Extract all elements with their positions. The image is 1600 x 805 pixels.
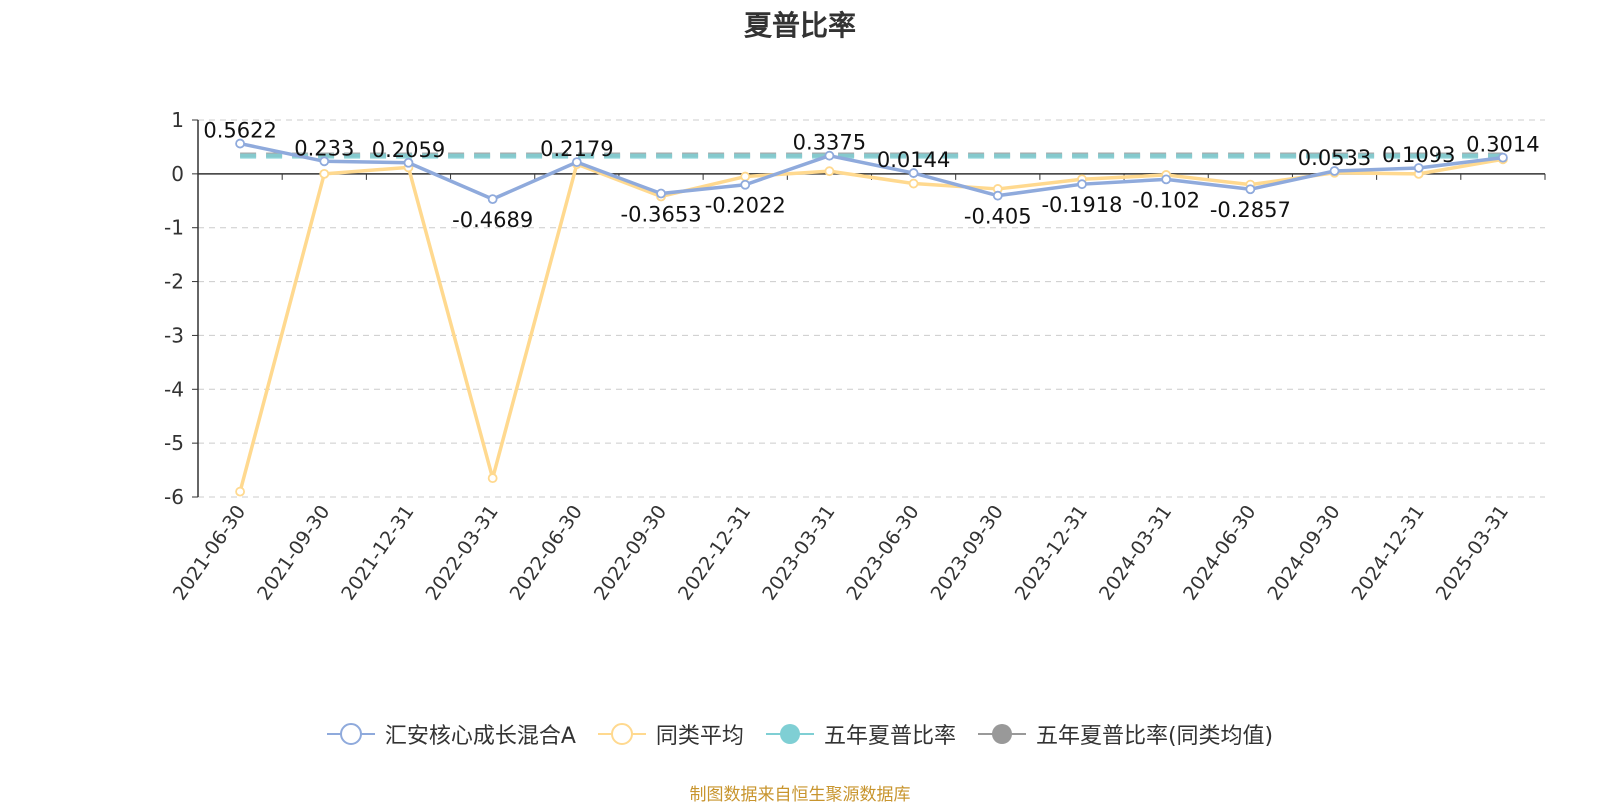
data-label: 0.2179 (540, 137, 613, 161)
legend-item-2[interactable]: 五年夏普比率 (765, 718, 956, 750)
data-label: -0.3653 (621, 203, 702, 227)
x-tick-label: 2023-09-30 (927, 501, 1008, 604)
legend-item-0[interactable]: 汇安核心成长混合A (326, 718, 576, 750)
data-label: 0.2059 (372, 138, 445, 162)
series-point-0 (319, 156, 330, 167)
x-tick-label: 2023-03-31 (758, 501, 839, 604)
x-tick-label: 2022-12-31 (674, 501, 755, 604)
series-line-1 (238, 157, 1504, 493)
legend-swatch-icon (326, 723, 375, 745)
series-point-0 (235, 138, 245, 149)
data-label: -0.1918 (1041, 193, 1122, 217)
series-point-0 (571, 157, 582, 168)
series-point-0 (1077, 179, 1087, 190)
x-tick-label: 2023-06-30 (842, 501, 923, 604)
y-tick-label: -6 (164, 485, 184, 509)
legend-label: 五年夏普比率 (823, 724, 956, 749)
series-point-0 (1161, 174, 1172, 185)
series-point-0 (740, 179, 751, 190)
y-tick-label: -1 (164, 216, 184, 240)
legend-swatch-icon (597, 723, 646, 745)
legend-item-1[interactable]: 同类平均 (597, 718, 744, 750)
data-label: 0.5622 (203, 119, 276, 143)
x-tick-label: 2021-06-30 (169, 501, 250, 604)
series-point-0 (1413, 163, 1424, 173)
x-tick-label: 2024-09-30 (1263, 501, 1344, 604)
x-tick-label: 2021-09-30 (253, 501, 334, 604)
series-point-0 (1498, 152, 1508, 163)
chart-title: 夏普比率 (743, 9, 856, 42)
x-tick-label: 2025-03-31 (1432, 501, 1513, 604)
data-label: 0.233 (294, 136, 354, 160)
data-label: -0.4689 (452, 208, 533, 232)
series-point-0 (487, 194, 498, 205)
legend: 汇安核心成长混合A 同类平均 五年夏普比率 五年夏普比率(同类均值) (0, 718, 1600, 750)
legend-label: 五年夏普比率(同类均值) (1035, 724, 1274, 749)
series-point-0 (1329, 166, 1340, 176)
x-tick-label: 2023-12-31 (1011, 501, 1092, 604)
series-point-1 (824, 166, 835, 177)
x-tick-label: 2024-03-31 (1095, 501, 1176, 604)
y-tick-label: -5 (164, 431, 184, 455)
data-label: 0.0144 (877, 148, 950, 172)
data-label: -0.102 (1132, 188, 1200, 212)
series-point-0 (992, 190, 1003, 201)
data-label: 0.0533 (1298, 146, 1371, 170)
data-label: -0.2857 (1210, 198, 1291, 222)
x-tick-label: 2021-12-31 (337, 501, 418, 604)
legend-label: 汇安核心成长混合A (384, 724, 576, 749)
series-point-0 (656, 188, 666, 199)
x-tick-label: 2024-12-31 (1347, 501, 1428, 604)
data-label: -0.405 (964, 205, 1032, 229)
legend-swatch-icon (977, 724, 1026, 744)
series-point-0 (1245, 184, 1256, 195)
x-tick-label: 2022-03-31 (421, 501, 502, 604)
series-point-1 (235, 486, 245, 497)
y-tick-label: 1 (171, 108, 184, 132)
data-label: 0.3375 (793, 131, 866, 155)
y-tick-label: 0 (171, 162, 184, 186)
legend-label: 同类平均 (655, 724, 744, 749)
x-tick-label: 2022-09-30 (590, 501, 671, 604)
legend-swatch-icon (765, 724, 814, 744)
series-point-0 (908, 168, 919, 178)
y-tick-label: -2 (164, 270, 184, 294)
x-tick-label: 2022-06-30 (506, 501, 587, 604)
series-point-0 (403, 157, 414, 168)
x-tick-label: 2024-06-30 (1179, 501, 1260, 604)
data-label: 0.3014 (1466, 133, 1539, 157)
series-point-1 (908, 178, 919, 189)
source-note: 制图数据来自恒生聚源数据库 (689, 785, 911, 805)
series-point-1 (487, 473, 498, 484)
series-point-1 (319, 168, 330, 179)
series-point-1 (740, 171, 751, 182)
series-point-0 (824, 150, 835, 161)
series-line-0 (239, 141, 1504, 201)
grid-layer (198, 119, 1545, 498)
series-layer (235, 138, 1508, 497)
y-tick-label: -3 (164, 323, 184, 347)
data-label: -0.2022 (705, 194, 786, 218)
y-tick-label: -4 (164, 377, 184, 401)
data-label: 0.1093 (1382, 143, 1455, 167)
legend-item-3[interactable]: 五年夏普比率(同类均值) (977, 718, 1274, 750)
